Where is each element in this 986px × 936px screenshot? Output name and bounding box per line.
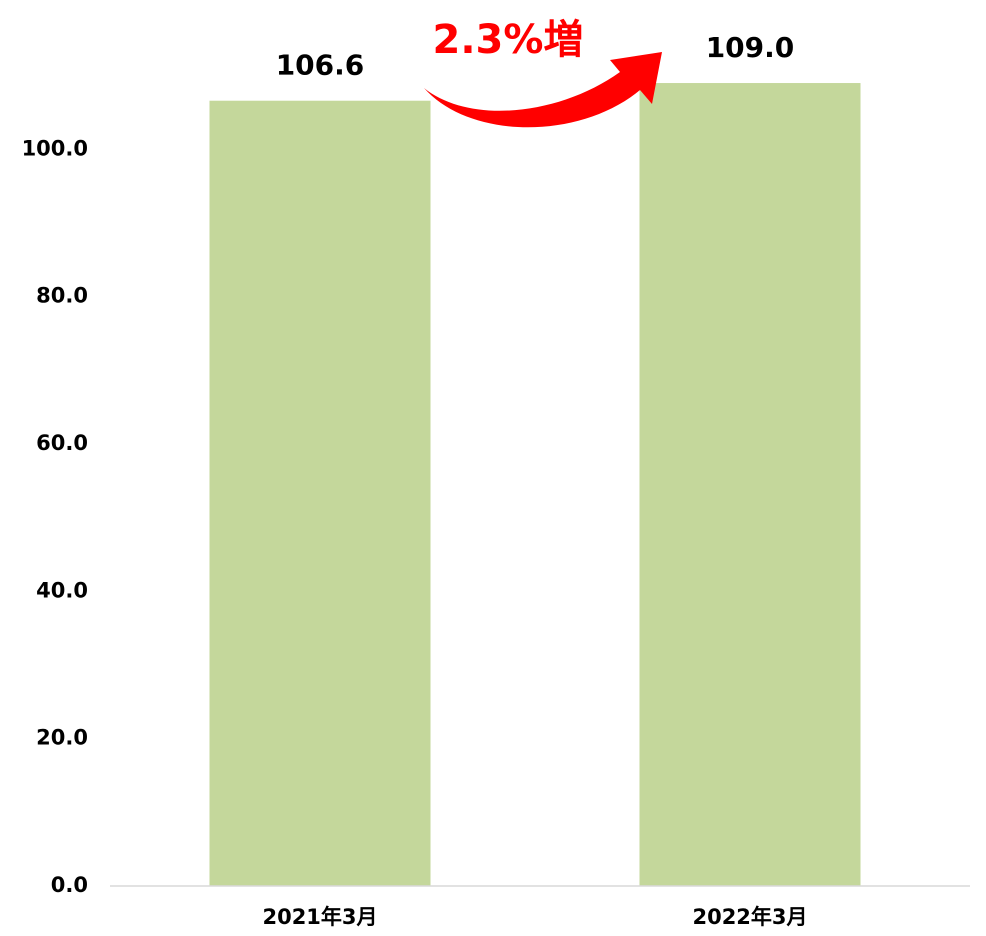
value-label: 109.0: [706, 31, 795, 64]
annotation: 2.3%増: [433, 17, 584, 63]
y-tick-label: 40.0: [36, 578, 88, 602]
y-tick-label: 0.0: [51, 873, 88, 897]
increase-arrow: [424, 52, 662, 128]
bar: [639, 83, 861, 887]
bar: [209, 100, 431, 887]
value-label: 106.6: [276, 49, 365, 82]
x-tick-label: 2022年3月: [692, 905, 807, 929]
y-tick-label: 100.0: [22, 136, 88, 160]
y-tick-label: 60.0: [36, 431, 88, 455]
y-tick-label: 80.0: [36, 284, 88, 308]
x-tick-label: 2021年3月: [262, 905, 377, 929]
y-tick-label: 20.0: [36, 726, 88, 750]
